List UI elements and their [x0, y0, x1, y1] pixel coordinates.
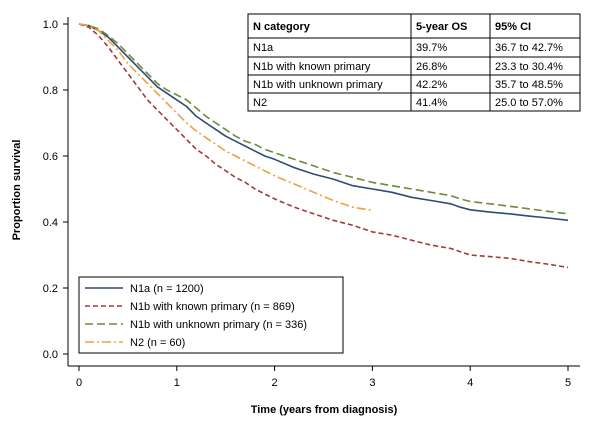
x-axis-title: Time (years from diagnosis)	[251, 404, 398, 416]
table-cell: N1a	[253, 42, 274, 54]
table-header-cell: N category	[253, 21, 311, 33]
legend-label: N1b with known primary (n = 869)	[130, 301, 295, 313]
x-axis-ticks: 0 1 2 3 4 5	[76, 366, 571, 389]
x-tick-label: 4	[467, 377, 473, 389]
x-tick-label: 5	[565, 377, 571, 389]
y-axis-ticks: 0.0 0.2 0.4 0.6 0.8 1.0	[43, 19, 68, 361]
y-tick-label: 0.0	[43, 349, 58, 361]
table-header-cell: 5-year OS	[416, 21, 467, 33]
y-tick-label: 0.4	[43, 217, 58, 229]
stats-table: N category 5-year OS 95% CI N1a 39.7% 36.7 to…	[247, 13, 581, 112]
legend-frame	[78, 276, 344, 354]
table-cell: 25.0 to 57.0%	[495, 97, 563, 109]
series-line-3	[78, 23, 569, 215]
table-cell: N1b with unknown primary	[253, 79, 383, 91]
table-cell: 26.8%	[416, 61, 447, 73]
table-cell: 42.2%	[416, 79, 447, 91]
series-line-2	[78, 23, 569, 269]
table-cell: 23.3 to 30.4%	[495, 61, 563, 73]
legend-label: N2 (n = 60)	[130, 337, 185, 349]
series-lines	[78, 23, 569, 269]
plot-area: 0 1 2 3 4 5 0.0 0.2 0.4 0.6 0.8 1.0	[43, 17, 580, 389]
legend-label: N1b with unknown primary (n = 336)	[130, 319, 307, 331]
x-tick-label: 0	[76, 377, 82, 389]
x-tick-label: 2	[272, 377, 278, 389]
legend: N1a (n = 1200) N1b with known primary (n …	[78, 276, 344, 354]
table-cell: 35.7 to 48.5%	[495, 79, 563, 91]
y-axis-title: Proportion survival	[11, 140, 23, 241]
series-line-1	[78, 23, 569, 222]
table-cell: N1b with known primary	[253, 61, 371, 73]
y-tick-label: 0.2	[43, 283, 58, 295]
x-tick-label: 1	[174, 377, 180, 389]
table-cell: 41.4%	[416, 97, 447, 109]
table-cell: N2	[253, 97, 267, 109]
table-header-cell: 95% CI	[495, 21, 531, 33]
y-tick-label: 1.0	[43, 19, 58, 31]
table-cell: 36.7 to 42.7%	[495, 42, 563, 54]
y-tick-label: 0.6	[43, 151, 58, 163]
x-tick-label: 3	[369, 377, 375, 389]
legend-label: N1a (n = 1200)	[130, 283, 204, 295]
table-frame	[247, 13, 581, 112]
table-cell: 39.7%	[416, 42, 447, 54]
series-line-4	[78, 23, 373, 212]
y-tick-label: 0.8	[43, 85, 58, 97]
